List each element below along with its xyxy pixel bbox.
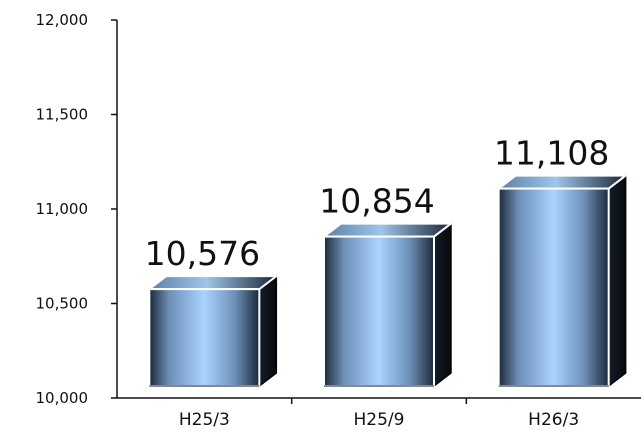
bar (148, 288, 261, 387)
bar-side (258, 274, 278, 388)
bar-side (433, 222, 452, 388)
bar-group (495, 174, 629, 388)
y-tick-label: 12,000 (36, 11, 89, 29)
bar (497, 187, 610, 387)
bar-group (146, 274, 280, 388)
bar-group (321, 222, 454, 388)
x-tick-label: H26/3 (528, 410, 579, 430)
y-tick-label: 10,000 (36, 389, 89, 407)
bar (323, 235, 435, 387)
data-label: 10,854 (319, 182, 434, 221)
data-label: 11,108 (494, 134, 609, 173)
bar-top (495, 174, 629, 190)
y-tick-label: 10,500 (36, 295, 89, 313)
data-label: 10,576 (145, 234, 260, 273)
bar-top (146, 275, 280, 291)
bar-top (321, 222, 454, 238)
x-tick-label: H25/9 (354, 410, 405, 430)
y-tick-label: 11,000 (36, 200, 89, 218)
y-tick-label: 11,500 (36, 106, 89, 124)
bar-side (607, 174, 627, 388)
x-tick-label: H25/3 (179, 410, 230, 430)
